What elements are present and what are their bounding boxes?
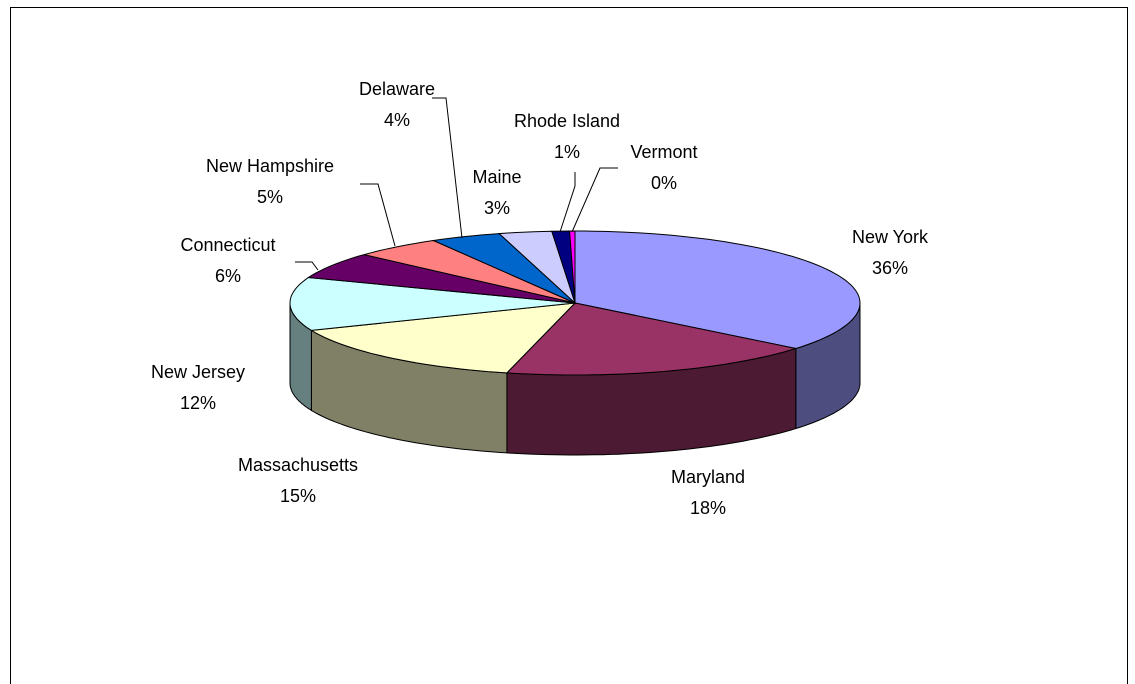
data-label-name: Connecticut	[180, 235, 275, 255]
slice	[309, 302, 577, 374]
slice	[306, 254, 576, 304]
leader-line	[432, 97, 463, 239]
data-label-name: Delaware	[359, 79, 435, 99]
data-label-value: 4%	[384, 110, 410, 130]
leader-line	[295, 261, 319, 271]
data-label-value: 36%	[872, 258, 908, 278]
data-label-name: New Hampshire	[206, 156, 334, 176]
slice	[363, 239, 576, 304]
data-label-value: 12%	[180, 393, 216, 413]
slice	[505, 302, 796, 376]
data-label-name: Rhode Island	[514, 111, 620, 131]
data-label-value: 0%	[651, 173, 677, 193]
data-label-name: New York	[852, 227, 929, 247]
slice	[574, 230, 861, 350]
data-label-name: Massachusetts	[238, 455, 358, 475]
leader-line	[571, 167, 618, 233]
slice	[431, 233, 576, 304]
data-label-value: 15%	[280, 486, 316, 506]
data-label-name: Maine	[472, 167, 521, 187]
leader-line	[360, 183, 396, 247]
data-label-value: 18%	[690, 498, 726, 518]
data-label-name: New Jersey	[151, 362, 245, 382]
data-label-value: 1%	[554, 142, 580, 162]
slice	[289, 276, 576, 331]
data-label-value: 6%	[215, 266, 241, 286]
data-label-value: 5%	[257, 187, 283, 207]
leader-line	[559, 172, 576, 233]
data-label-name: Maryland	[671, 467, 745, 487]
slice	[498, 230, 577, 305]
data-label-value: 3%	[484, 198, 510, 218]
data-label-name: Vermont	[630, 142, 697, 162]
